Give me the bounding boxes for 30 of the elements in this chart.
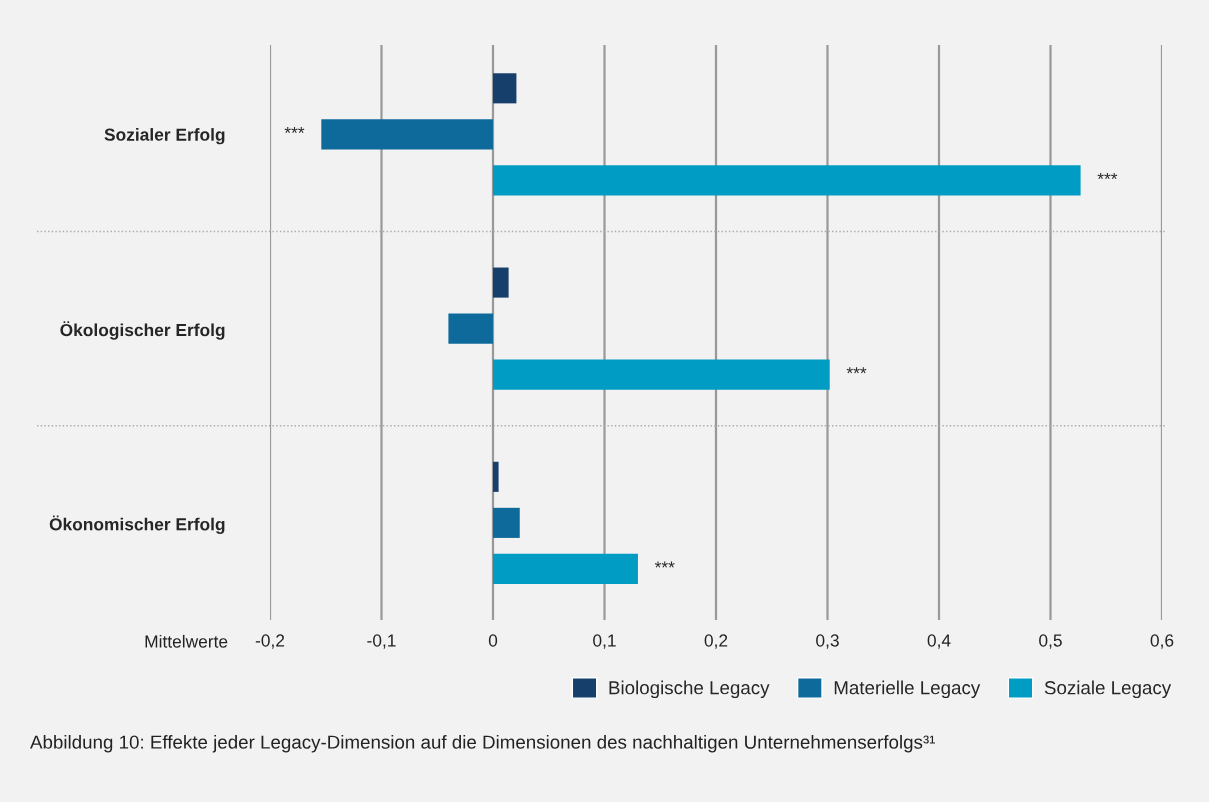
bar: [493, 267, 509, 298]
bar: [493, 73, 517, 104]
x-tick-label: 0,1: [593, 634, 616, 649]
legend-label: Biologische Legacy: [609, 680, 770, 699]
y-tick-label: Ökologischer Erfolg: [60, 321, 225, 340]
x-tick-label: 0,3: [816, 634, 839, 649]
bar: [493, 553, 638, 584]
bar: [493, 507, 520, 538]
x-tick-label: 0,2: [704, 634, 728, 649]
bar: [493, 165, 1081, 196]
x-axis-title: Mittelwerte: [145, 634, 228, 648]
x-tick-label: -0,1: [367, 634, 396, 649]
bar: [448, 313, 493, 344]
x-tick-label: 0,6: [1150, 634, 1174, 649]
x-tick-label: 0: [488, 634, 498, 647]
y-tick-label: Sozialer Erfolg: [104, 128, 225, 145]
x-tick-label: 0,5: [1039, 634, 1062, 649]
data-label: ***: [846, 367, 867, 374]
bar: [493, 461, 499, 492]
data-label: ***: [284, 126, 305, 133]
text: Abbildung 10: Effekte jeder Legacy-Dimension auf die Dimensionen des nachhaltigen Unternehmenserfolgs³¹: [30, 735, 935, 753]
bar: [321, 119, 493, 150]
data-label: ***: [1097, 172, 1118, 180]
x-tick-label: 0,4: [927, 634, 951, 649]
legend-label: Soziale Legacy: [1044, 680, 1172, 699]
bar: [493, 359, 830, 390]
legend-label: Materielle Legacy: [834, 680, 981, 699]
y-tick-label: Ökonomischer Erfolg: [49, 515, 225, 534]
x-tick-label: -0,2: [255, 634, 285, 649]
data-label: ***: [654, 561, 675, 568]
